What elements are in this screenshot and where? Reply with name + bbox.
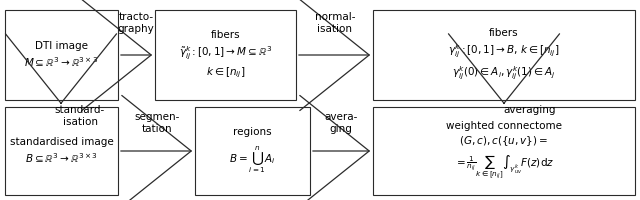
Text: averaging: averaging	[504, 105, 556, 115]
Bar	[373, 10, 635, 100]
Text: fibers
$\gamma^k_{ij}: [0,1] \to B,\, k \in [n_{ij}]$
$\gamma^k_{ij}(0) \in A_i,: fibers $\gamma^k_{ij}: [0,1] \to B,\, k …	[448, 28, 560, 82]
Text: standardised image
$B \subseteq \mathbb{R}^3 \to \mathbb{R}^{3\times 3}$: standardised image $B \subseteq \mathbb{…	[10, 137, 113, 165]
Text: regions
$B = \bigcup_{i=1}^n A_i$: regions $B = \bigcup_{i=1}^n A_i$	[229, 127, 276, 175]
Bar	[373, 107, 635, 195]
Text: segmen-
tation: segmen- tation	[134, 112, 180, 134]
Text: fibers
$\tilde{\gamma}^k_{ij}: [0,1] \to M \subseteq \mathbb{R}^3$
$k \in [n_{ij: fibers $\tilde{\gamma}^k_{ij}: [0,1] \to…	[179, 30, 272, 80]
Text: avera-
ging: avera- ging	[324, 112, 358, 134]
Text: standard-
isation: standard- isation	[55, 105, 105, 127]
Bar	[5, 107, 118, 195]
Bar	[155, 10, 296, 100]
Text: weighted connectome
$(G,c), c(\{u,v\}) =$
$= \frac{1}{n_{ij}} \sum_{k \in [n_{ij: weighted connectome $(G,c), c(\{u,v\}) =…	[446, 121, 562, 181]
Text: DTI image
$M \subseteq \mathbb{R}^3 \to \mathbb{R}^{3\times 3}$: DTI image $M \subseteq \mathbb{R}^3 \to …	[24, 41, 99, 69]
Text: normal-
isation: normal- isation	[315, 12, 355, 34]
Text: tracto-
graphy: tracto- graphy	[118, 12, 154, 34]
Bar	[195, 107, 310, 195]
Bar	[5, 10, 118, 100]
